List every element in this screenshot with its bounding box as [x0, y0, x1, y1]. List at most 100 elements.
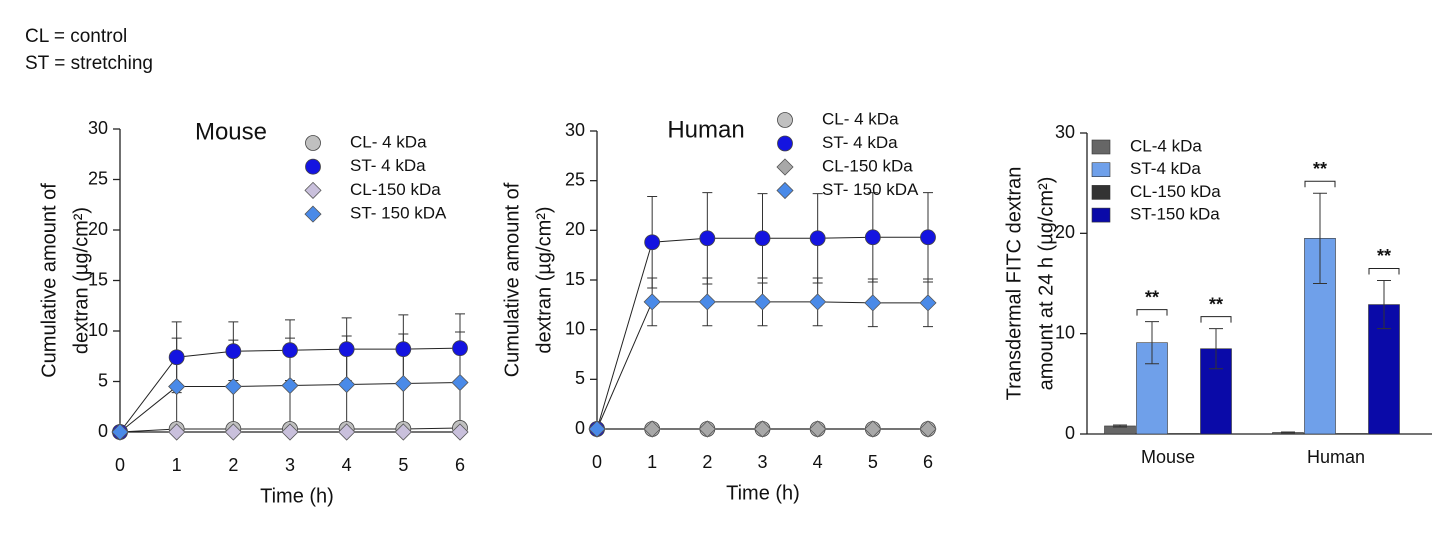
marker — [168, 349, 185, 366]
y-tick-label: 15 — [565, 269, 585, 289]
marker — [168, 423, 186, 441]
note: ST = stretching — [25, 53, 153, 74]
legend-swatch — [1091, 207, 1111, 223]
marker — [809, 230, 826, 247]
legend-marker — [304, 205, 322, 223]
marker — [699, 230, 716, 247]
legend-label: ST- 150 kDA — [350, 204, 447, 223]
legend-swatch — [1091, 185, 1111, 200]
x-tick-label: 2 — [702, 452, 712, 472]
marker — [338, 341, 355, 358]
x-axis-label: Time (h) — [726, 482, 800, 504]
error-bar — [1145, 321, 1159, 365]
legend-label: ST-4 kDa — [1130, 159, 1201, 178]
significance-bracket — [1304, 180, 1336, 188]
x-tick-label: Human — [1307, 447, 1365, 467]
marker — [395, 341, 412, 358]
marker — [224, 377, 242, 396]
legend-label: CL-4 kDa — [1130, 136, 1202, 155]
marker — [919, 294, 937, 312]
x-tick-label: 3 — [757, 452, 767, 472]
y-tick-label: 20 — [88, 219, 108, 239]
legend-marker — [304, 181, 322, 199]
marker — [809, 420, 827, 438]
x-tick-label: 6 — [923, 452, 933, 472]
y-tick-label: 25 — [88, 168, 108, 188]
marker — [864, 229, 881, 246]
marker — [753, 293, 772, 311]
x-tick-label: 3 — [285, 455, 295, 475]
x-tick-label: 0 — [592, 452, 602, 472]
marker — [451, 423, 469, 441]
x-tick-label: 2 — [228, 455, 238, 475]
marker — [224, 423, 242, 441]
significance-bracket — [1200, 316, 1232, 323]
y-tick-label: 10 — [88, 320, 108, 340]
x-tick-label: 4 — [342, 455, 352, 475]
chart-title: Human — [667, 116, 744, 143]
x-tick-label: 0 — [115, 455, 125, 475]
marker — [281, 376, 299, 395]
legend-label: CL-150 kDa — [822, 156, 913, 175]
legend-marker — [777, 112, 793, 128]
marker — [588, 420, 606, 438]
marker — [451, 373, 469, 392]
significance-bracket — [1136, 309, 1168, 316]
y-tick-label: 25 — [565, 169, 585, 189]
marker — [111, 423, 129, 441]
legend-swatch — [1091, 162, 1111, 177]
note: CL = control — [25, 26, 127, 47]
error-bar — [1377, 279, 1391, 330]
legend-label: CL-150 kDa — [1130, 182, 1221, 201]
significance-label: ** — [1313, 159, 1327, 179]
significance-label: ** — [1209, 294, 1223, 314]
marker — [753, 420, 772, 438]
legend-label: CL- 4 kDa — [350, 132, 427, 151]
x-tick-label: 1 — [647, 452, 657, 472]
y-tick-label: 30 — [565, 120, 585, 140]
legend-marker — [776, 181, 794, 200]
y-axis-label: Transdermal FITC dextran — [1003, 167, 1025, 401]
y-tick-label: 15 — [88, 269, 108, 289]
y-tick-label: 20 — [565, 219, 585, 239]
x-tick-label: 5 — [398, 455, 408, 475]
chart-title: Mouse — [195, 118, 267, 145]
x-tick-label: 6 — [455, 455, 465, 475]
legend-marker — [305, 135, 321, 151]
legend-marker — [777, 135, 793, 152]
legend-label: CL- 4 kDa — [822, 109, 899, 128]
marker — [919, 420, 937, 438]
error-bar — [1313, 192, 1327, 284]
y-axis-label: Cumulative amount of — [501, 182, 523, 377]
marker — [338, 375, 356, 394]
y-tick-label: 20 — [1055, 222, 1075, 242]
marker — [864, 294, 882, 312]
bar — [1336, 433, 1368, 435]
y-tick-label: 30 — [1055, 122, 1075, 142]
legend-label: ST- 4 kDa — [822, 133, 898, 152]
y-tick-label: 5 — [575, 368, 585, 388]
y-tick-label: 0 — [575, 418, 585, 438]
marker — [281, 423, 299, 441]
marker — [809, 293, 827, 311]
y-axis-label: Cumulative amount of — [38, 183, 60, 378]
marker — [338, 423, 356, 441]
marker — [864, 420, 882, 438]
significance-bracket — [1368, 267, 1400, 275]
marker — [225, 343, 242, 360]
x-tick-label: 5 — [868, 452, 878, 472]
x-axis-label: Time (h) — [260, 485, 334, 507]
y-tick-label: 10 — [565, 318, 585, 338]
x-tick-label: 4 — [813, 452, 823, 472]
error-bar — [1113, 424, 1127, 428]
y-tick-label: 0 — [1065, 423, 1075, 443]
marker — [643, 420, 661, 438]
y-axis-label: dextran (µg/cm²) — [70, 207, 92, 354]
legend-marker — [776, 158, 794, 176]
y-tick-label: 0 — [98, 421, 108, 441]
legend-label: ST-150 kDa — [1130, 205, 1220, 224]
marker — [754, 230, 771, 247]
marker — [698, 293, 716, 311]
error-bar — [1209, 328, 1223, 370]
